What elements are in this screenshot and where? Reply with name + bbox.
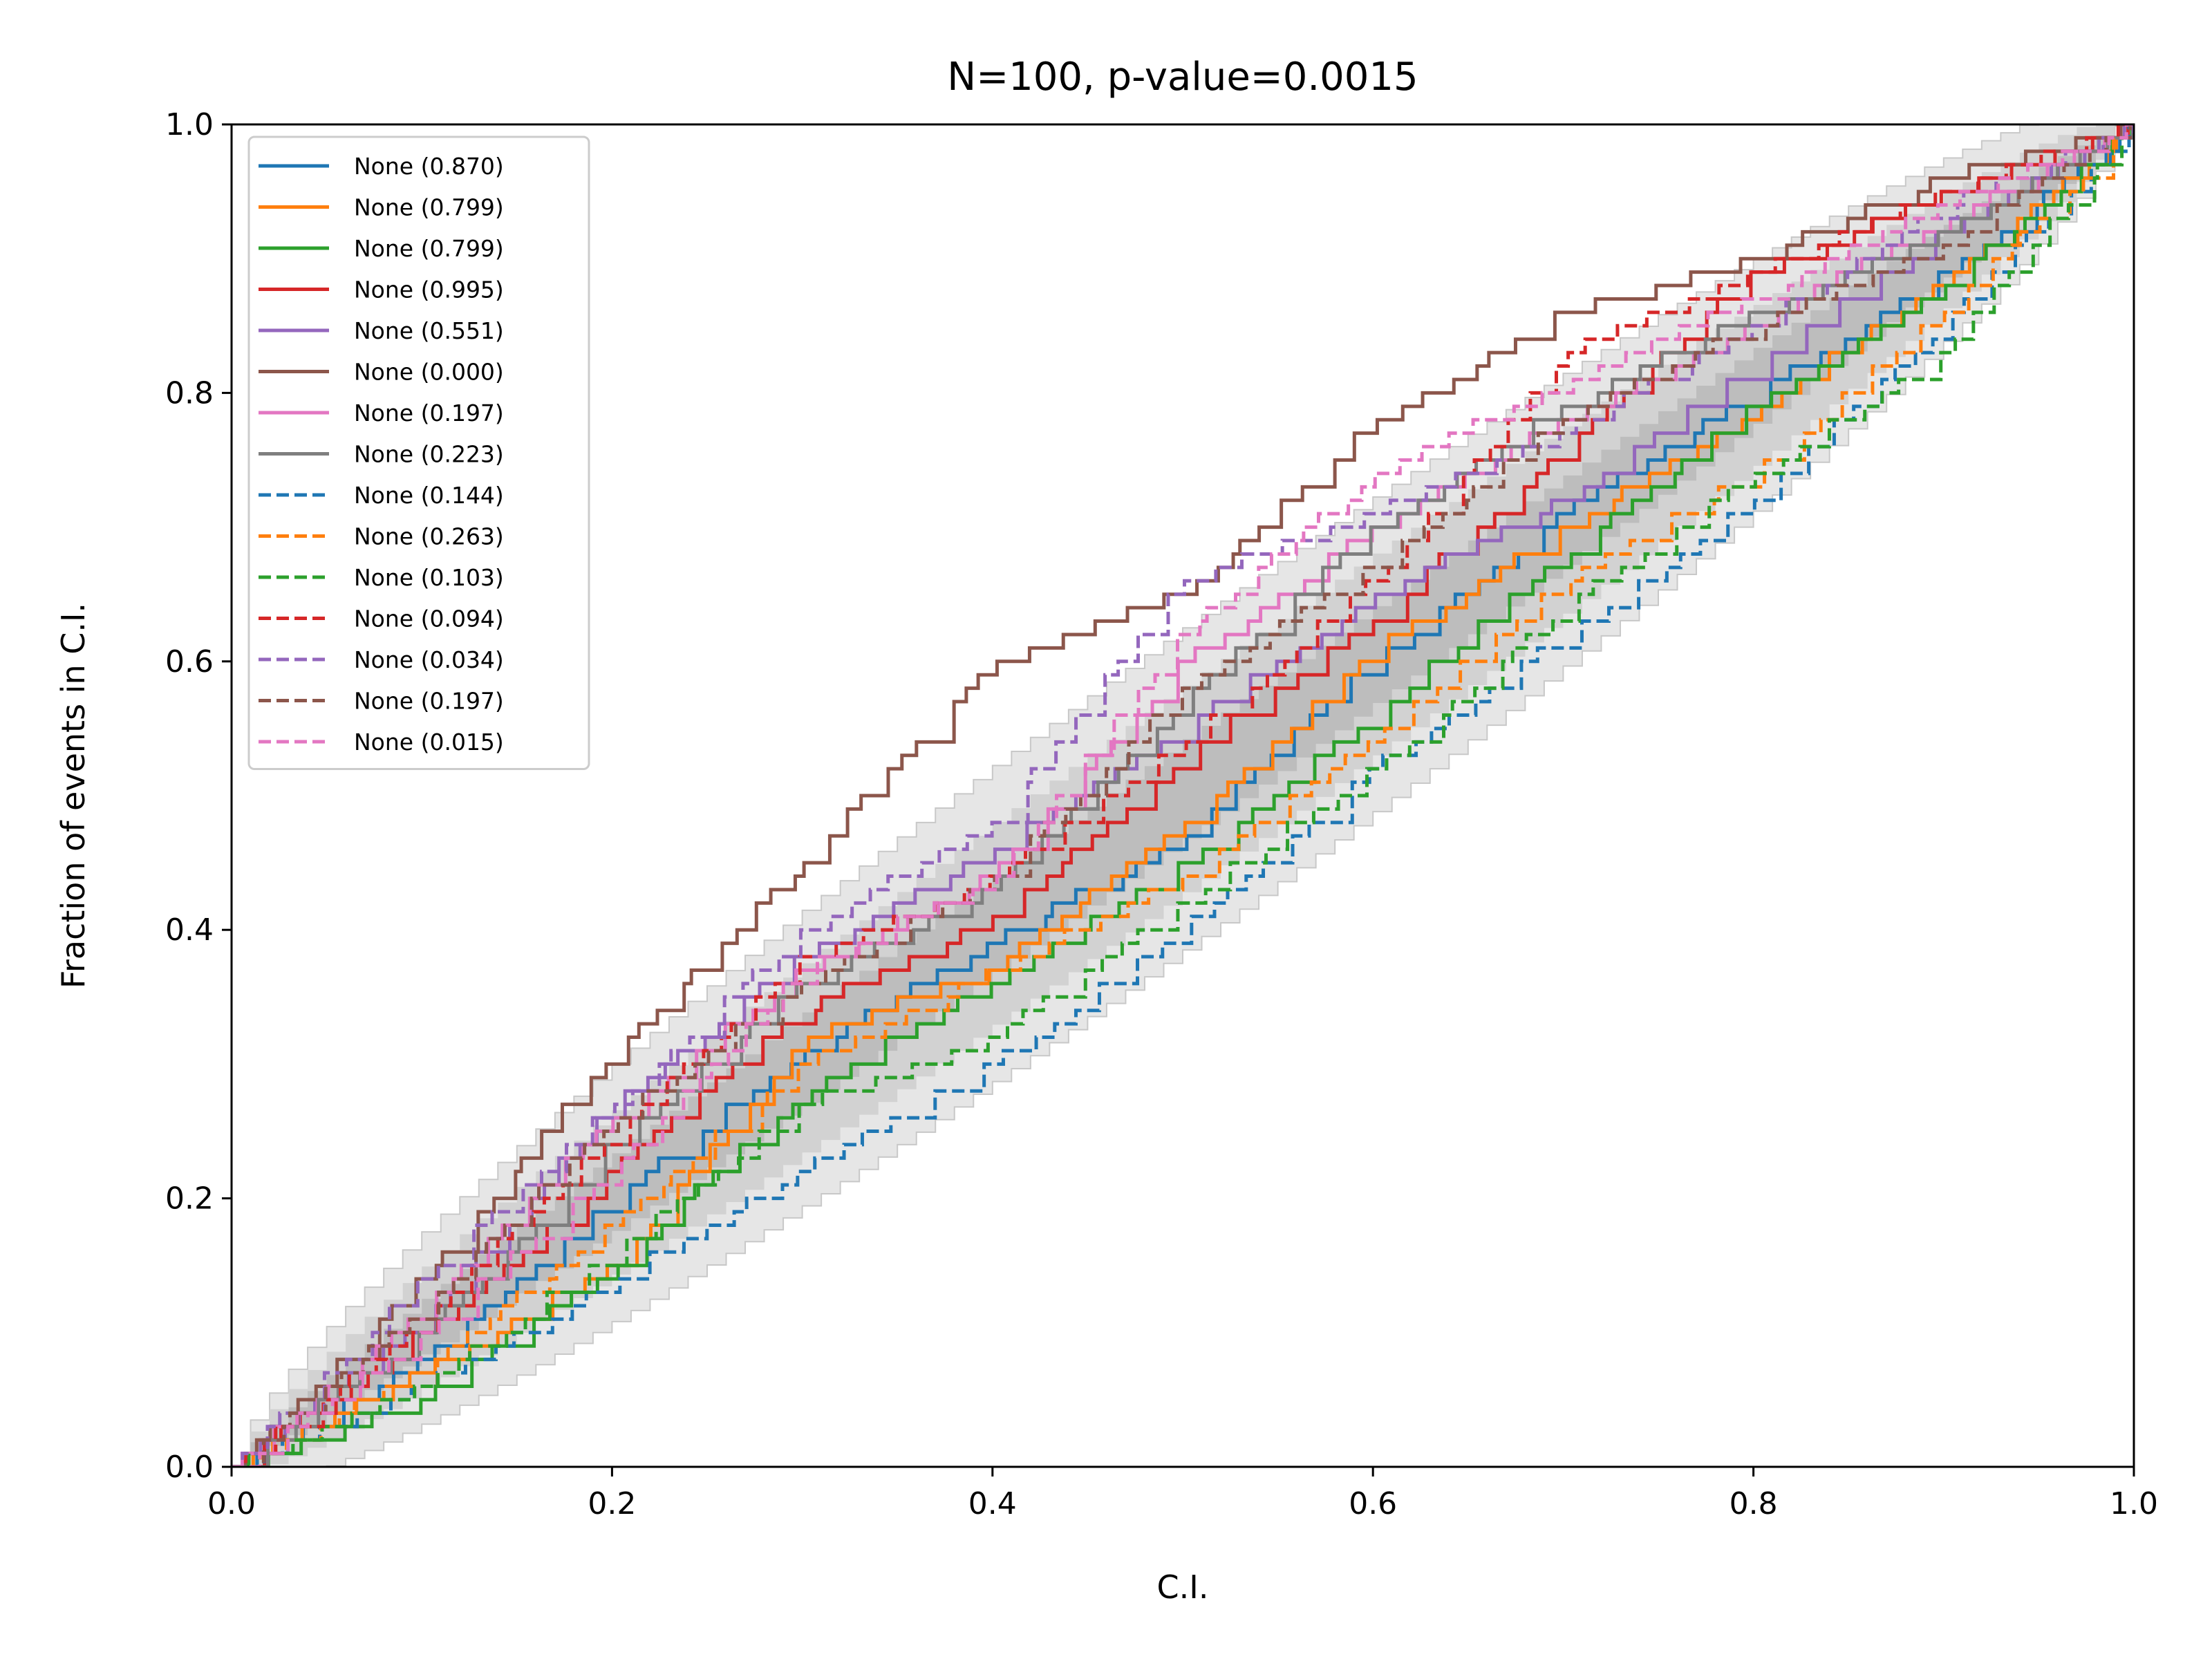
legend-label: None (0.015) bbox=[354, 729, 504, 756]
legend-label: None (0.799) bbox=[354, 235, 504, 262]
series-line-10 bbox=[232, 124, 2134, 1467]
x-axis: 0.0 0.2 0.4 0.6 0.8 1.0 bbox=[207, 1467, 2158, 1521]
series-line-12 bbox=[232, 124, 2134, 1467]
y-tick-label: 0.6 bbox=[165, 644, 214, 679]
x-tick-label: 0.0 bbox=[207, 1486, 256, 1521]
legend-label: None (0.034) bbox=[354, 646, 504, 673]
series-line-11 bbox=[232, 124, 2134, 1467]
y-tick-label: 0.4 bbox=[165, 912, 214, 948]
legend-label: None (0.144) bbox=[354, 482, 504, 509]
legend-label: None (0.263) bbox=[354, 523, 504, 550]
legend-label: None (0.197) bbox=[354, 688, 504, 715]
legend-label: None (0.799) bbox=[354, 194, 504, 221]
legend-label: None (0.995) bbox=[354, 276, 504, 303]
y-axis-label: Fraction of events in C.I. bbox=[55, 603, 92, 988]
legend-label: None (0.103) bbox=[354, 564, 504, 591]
series-line-14 bbox=[232, 124, 2134, 1467]
legend-label: None (0.223) bbox=[354, 441, 504, 468]
x-tick-label: 0.6 bbox=[1349, 1486, 1397, 1521]
legend-box bbox=[247, 135, 590, 770]
y-tick-label: 0.0 bbox=[165, 1450, 214, 1485]
series-line-13 bbox=[232, 124, 2134, 1467]
legend-label: None (0.094) bbox=[354, 606, 504, 632]
y-axis: 0.0 0.2 0.4 0.6 0.8 1.0 bbox=[165, 107, 232, 1485]
series-line-15 bbox=[232, 124, 2134, 1467]
legend-label: None (0.870) bbox=[354, 153, 504, 180]
chart-title: N=100, p-value=0.0015 bbox=[947, 55, 1418, 100]
x-tick-label: 0.2 bbox=[588, 1486, 636, 1521]
legend-label: None (0.000) bbox=[354, 359, 504, 386]
series-lines bbox=[232, 124, 2134, 1467]
y-tick-label: 0.8 bbox=[165, 375, 214, 411]
legend-label: None (0.197) bbox=[354, 400, 504, 427]
x-tick-label: 0.4 bbox=[968, 1486, 1017, 1521]
series-line-8 bbox=[232, 124, 2134, 1467]
plot-frame bbox=[230, 123, 2135, 1468]
y-tick-label: 0.2 bbox=[165, 1181, 214, 1217]
x-tick-label: 0.8 bbox=[1730, 1486, 1778, 1521]
y-tick-label: 1.0 bbox=[165, 107, 214, 142]
legend: None (0.870) None (0.799) None (0.799) None… bbox=[247, 135, 590, 770]
x-axis-label: C.I. bbox=[1157, 1568, 1209, 1606]
series-line-9 bbox=[232, 124, 2134, 1467]
x-tick-label: 1.0 bbox=[2110, 1486, 2158, 1521]
legend-label: None (0.551) bbox=[354, 317, 504, 344]
